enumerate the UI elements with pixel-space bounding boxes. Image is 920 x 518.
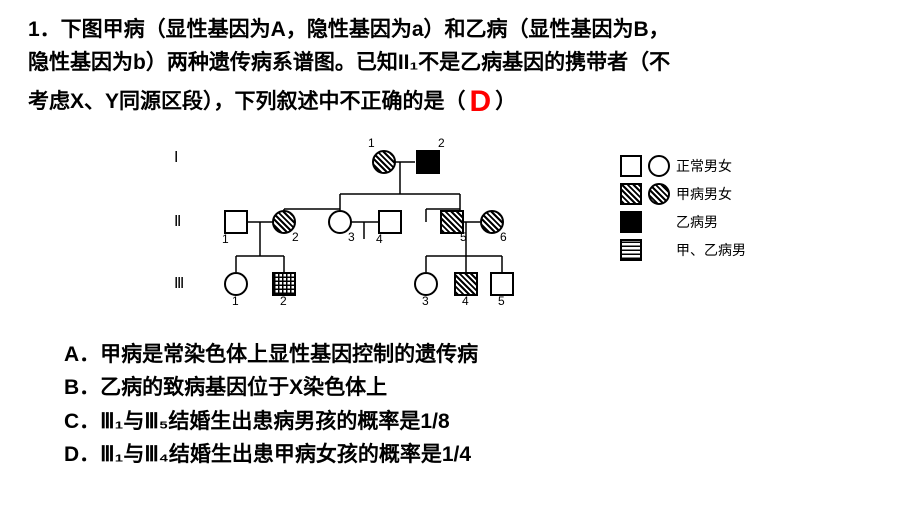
option-c: C．Ⅲ₁与Ⅲ₅结婚生出患病男孩的概率是1/8 bbox=[64, 405, 920, 439]
legend-jia: 甲病男女 bbox=[620, 180, 770, 208]
person-number: 2 bbox=[292, 230, 299, 244]
pedigree-person bbox=[224, 272, 248, 296]
person-number: 5 bbox=[498, 294, 505, 308]
person-number: 1 bbox=[368, 136, 375, 150]
person-number: 1 bbox=[232, 294, 239, 308]
pedigree-person bbox=[372, 150, 396, 174]
gen-3-label: Ⅲ bbox=[174, 274, 184, 292]
legend-normal: 正常男女 bbox=[620, 152, 770, 180]
pedigree-person bbox=[416, 150, 440, 174]
pedigree-diagram: Ⅰ Ⅱ Ⅲ 1 2 1 2 3 4 5 6 1 2 3 4 5 正常男女 甲病男女 乙病男 甲、乙病男 bbox=[150, 134, 770, 334]
person-number: 3 bbox=[422, 294, 429, 308]
pedigree-person bbox=[378, 210, 402, 234]
stem-line-3: 考虑X、Y同源区段），下列叙述中不正确的是（D） bbox=[28, 79, 892, 126]
person-number: 6 bbox=[500, 230, 507, 244]
pedigree-person bbox=[224, 210, 248, 234]
answer-letter: D bbox=[470, 79, 492, 126]
person-number: 4 bbox=[376, 232, 383, 246]
option-b: B．乙病的致病基因位于X染色体上 bbox=[64, 371, 920, 405]
gen-1-label: Ⅰ bbox=[174, 148, 178, 166]
pedigree-person bbox=[454, 272, 478, 296]
person-number: 2 bbox=[280, 294, 287, 308]
stem-line-2: 隐性基因为b）两种遗传病系谱图。已知II₁不是乙病基因的携带者（不 bbox=[28, 47, 892, 80]
pedigree-person bbox=[414, 272, 438, 296]
stem-line-1: 1．下图甲病（显性基因为A，隐性基因为a）和乙病（显性基因为B， bbox=[28, 14, 892, 47]
legend-yi: 乙病男 bbox=[620, 208, 770, 236]
pedigree-person bbox=[272, 272, 296, 296]
option-a: A．甲病是常染色体上显性基因控制的遗传病 bbox=[64, 338, 920, 372]
person-number: 2 bbox=[438, 136, 445, 150]
person-number: 3 bbox=[348, 230, 355, 244]
question-stem: 1．下图甲病（显性基因为A，隐性基因为a）和乙病（显性基因为B， 隐性基因为b）… bbox=[0, 0, 920, 126]
gen-2-label: Ⅱ bbox=[174, 212, 181, 230]
legend: 正常男女 甲病男女 乙病男 甲、乙病男 bbox=[620, 152, 770, 264]
person-number: 1 bbox=[222, 232, 229, 246]
person-number: 5 bbox=[460, 230, 467, 244]
pedigree-person bbox=[490, 272, 514, 296]
legend-both: 甲、乙病男 bbox=[620, 236, 770, 264]
option-d: D．Ⅲ₁与Ⅲ₄结婚生出患甲病女孩的概率是1/4 bbox=[64, 438, 920, 472]
person-number: 4 bbox=[462, 294, 469, 308]
options: A．甲病是常染色体上显性基因控制的遗传病 B．乙病的致病基因位于X染色体上 C．… bbox=[0, 338, 920, 472]
